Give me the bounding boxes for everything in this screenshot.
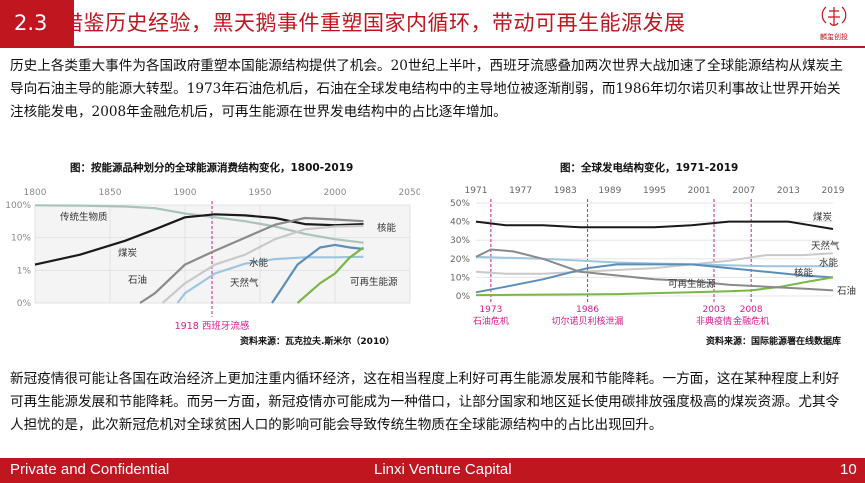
event-year: 2003 bbox=[703, 305, 726, 315]
right-y-tick-label: 40% bbox=[450, 218, 470, 228]
event-label: 石油危机 bbox=[473, 315, 509, 327]
event-year: 1973 bbox=[479, 305, 502, 315]
right-series-line bbox=[475, 220, 834, 230]
right-y-tick-label: 50% bbox=[450, 199, 470, 209]
left-chart: 1800 1850 1900 1950 2000 2050 100% 10% 1% 0% 1918 … bbox=[5, 188, 420, 332]
left-series-line bbox=[176, 255, 364, 304]
right-x-tick-label: 1989 bbox=[598, 186, 621, 196]
right-x-tick-label: 1977 bbox=[509, 186, 532, 196]
section-number: 2.3 bbox=[14, 11, 48, 35]
page-number: 10 bbox=[840, 461, 857, 478]
right-chart-title: 图：全球发电结构变化，1971-2019 bbox=[560, 162, 739, 174]
right-series-line bbox=[475, 276, 834, 297]
left-x-tick-label: 1800 bbox=[24, 188, 47, 198]
left-series-label: 传统生物质 bbox=[60, 211, 108, 223]
footer-company: Linxi Venture Capital bbox=[374, 461, 512, 478]
title-divider bbox=[0, 46, 865, 48]
left-x-tick-label: 2050 bbox=[399, 188, 420, 198]
footer-bar: Private and Confidential Linxi Venture C… bbox=[0, 458, 865, 483]
event-year: 2008 bbox=[740, 305, 763, 315]
intro-paragraph: 历史上各类重大事件为各国政府重塑本国能源结构提供了机会。20世纪上半叶，西班牙流… bbox=[10, 58, 843, 120]
right-chart: 50% 40% 30% 20% 10% 0% 1971 1977 1983 1989 1995 200… bbox=[450, 186, 856, 327]
event-label: 切尔诺贝利核泄漏 bbox=[552, 315, 624, 327]
right-series-label: 水能 bbox=[819, 257, 839, 269]
right-x-tick-label: 1971 bbox=[465, 186, 488, 196]
left-x-tick-label: 2000 bbox=[324, 188, 347, 198]
title-bar: 2.3 借鉴历史经验，黑天鹅事件重塑国家内循环，带动可再生能源发展 麟玺创投 bbox=[0, 0, 865, 46]
event-label: 金融危机 bbox=[733, 315, 769, 327]
left-y-tick-label: 1% bbox=[17, 266, 32, 276]
right-x-tick-label: 2001 bbox=[688, 186, 711, 196]
left-y-tick-label: 100% bbox=[5, 201, 31, 211]
left-series-line bbox=[271, 243, 364, 304]
left-series-line bbox=[296, 246, 365, 304]
right-x-tick-label: 1995 bbox=[643, 186, 666, 196]
spanish-flu-label: 1918 西班牙流感 bbox=[175, 320, 250, 332]
left-y-tick-label: 10% bbox=[11, 234, 31, 244]
left-x-tick-label: 1850 bbox=[99, 188, 122, 198]
left-series-label: 石油 bbox=[128, 274, 147, 286]
left-series-line bbox=[34, 213, 364, 266]
event-year: 1986 bbox=[576, 305, 599, 315]
event-label: 非典疫情 bbox=[696, 315, 732, 327]
left-series-label: 水能 bbox=[249, 257, 269, 269]
right-y-tick-label: 20% bbox=[450, 255, 470, 265]
page-title: 借鉴历史经验，黑天鹅事件重塑国家内循环，带动可再生能源发展 bbox=[62, 11, 686, 35]
right-series-label: 天然气 bbox=[811, 240, 840, 252]
right-series-line bbox=[475, 263, 834, 294]
left-series-label: 核能 bbox=[377, 222, 397, 234]
left-x-tick-label: 1900 bbox=[174, 188, 197, 198]
right-y-tick-label: 30% bbox=[450, 236, 470, 246]
left-series-line bbox=[161, 224, 364, 304]
right-series-line bbox=[475, 248, 834, 292]
covid-paragraph: 新冠疫情很可能让各国在政治经济上更加注重内循环经济，这在相当程度上利好可再生能源… bbox=[10, 371, 840, 433]
company-logo: 麟玺创投 bbox=[820, 6, 848, 41]
right-series-line bbox=[475, 252, 834, 275]
right-x-tick-label: 2013 bbox=[777, 186, 800, 196]
right-series-label: 煤炭 bbox=[813, 211, 833, 223]
title-accent-block bbox=[0, 0, 74, 46]
left-series-label: 可再生能源 bbox=[350, 276, 398, 288]
right-series-label: 石油 bbox=[837, 285, 856, 297]
right-x-tick-label: 2007 bbox=[732, 186, 755, 196]
right-chart-source: 资料来源：国际能源署在线数据库 bbox=[706, 337, 842, 347]
logo-text: 麟玺创投 bbox=[820, 32, 848, 41]
left-y-tick-label: 0% bbox=[17, 299, 32, 309]
left-series-label: 天然气 bbox=[230, 277, 259, 289]
right-y-tick-label: 0% bbox=[456, 292, 471, 302]
right-y-tick-label: 10% bbox=[450, 273, 470, 283]
left-series-line bbox=[139, 216, 364, 304]
right-x-tick-label: 2019 bbox=[822, 186, 845, 196]
left-chart-title: 图：按能源品种划分的全球能源消费结构变化，1800-2019 bbox=[70, 162, 354, 174]
left-chart-source: 资料来源：瓦克拉夫.斯米尔（2010） bbox=[240, 337, 395, 347]
right-series-label: 可再生能源 bbox=[668, 278, 716, 290]
footer-confidential: Private and Confidential bbox=[10, 461, 170, 478]
right-x-tick-label: 1983 bbox=[554, 186, 577, 196]
right-series-label: 核能 bbox=[794, 267, 814, 279]
left-series-line bbox=[34, 204, 364, 244]
left-series-label: 煤炭 bbox=[118, 247, 138, 259]
left-x-tick-label: 1950 bbox=[249, 188, 272, 198]
